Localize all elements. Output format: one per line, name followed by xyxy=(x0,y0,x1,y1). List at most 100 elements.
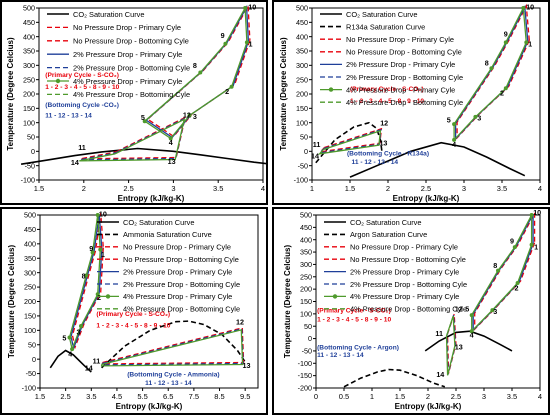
legend-label: CO₂ Saturation Curve xyxy=(123,218,194,227)
legend-label: 4% Pressure Drop - Primary Cyle xyxy=(350,292,459,301)
state-point-label: 3 xyxy=(477,113,481,122)
legend-label: No Pressure Drop - Primary Cyle xyxy=(123,243,231,252)
legend-label: 2% Pressure Drop - Primary Cyle xyxy=(350,267,459,276)
drop-4-primary-series-marker xyxy=(198,70,203,75)
x-axis-label: Entropy (kJ/kg-K) xyxy=(118,194,185,203)
state-point-label: 12 xyxy=(455,304,463,313)
y-tick-label: -100 xyxy=(298,359,312,368)
y-tick-label: 100 xyxy=(296,118,308,127)
y-tick-label: 250 xyxy=(300,272,312,281)
no-drop-bottoming-series xyxy=(80,116,187,160)
drop-4-primary-series-marker xyxy=(243,6,248,10)
x-tick-label: 2 xyxy=(82,184,86,193)
drop-4-primary-series-marker xyxy=(473,114,478,119)
legend-label: 4% Pressure Drop - Bottoming Cyle xyxy=(350,305,467,314)
x-tick-label: 3.5 xyxy=(497,184,507,193)
state-point-label: 8 xyxy=(82,271,86,280)
state-point-label: 3 xyxy=(193,112,197,121)
drop-4-primary-series-marker xyxy=(187,113,192,118)
y-tick-label: 150 xyxy=(24,312,36,321)
x-tick-label: 1 xyxy=(370,392,374,401)
drop-4-primary-series-marker xyxy=(84,273,89,278)
x-tick-label: 3 xyxy=(171,184,175,193)
legend-label: 4% Pressure Drop - Bottoming Cyle xyxy=(346,98,463,107)
drop-4-primary-series-marker xyxy=(95,292,100,297)
state-point-label: 13 xyxy=(168,157,176,166)
state-point-label: 10 xyxy=(533,209,541,217)
y-tick-label: 350 xyxy=(296,47,308,56)
legend-label: 4% Pressure Drop - Bottoming Cyle xyxy=(73,90,190,99)
x-tick-label: 7.5 xyxy=(189,392,199,401)
state-point-label: 13 xyxy=(379,139,387,148)
y-tick-label: 350 xyxy=(23,47,35,56)
state-point-label: 8 xyxy=(493,261,497,270)
drop-4-bottoming-series xyxy=(79,118,186,162)
legend-label: 2% Pressure Drop - Primary Cyle xyxy=(346,60,455,69)
drop-4-primary-series-marker xyxy=(521,6,526,10)
cycle-annotation: 1 - 2 - 3 - 4 - 5 - 8 - 9 - 10 xyxy=(96,322,170,329)
y-tick-label: 150 xyxy=(296,104,308,113)
y-tick-label: -100 xyxy=(294,176,308,185)
cycle-annotation: 11 - 12 - 13 - 14 xyxy=(352,159,399,166)
x-tick-label: 9.5 xyxy=(240,392,250,401)
drop-4-primary-series-marker xyxy=(503,86,508,91)
y-tick-label: -50 xyxy=(25,161,35,170)
x-tick-label: 3 xyxy=(462,184,466,193)
chart-panel-a: -100 -50 0 50 100 150 200 250 300 350 400 450 500 1.5… xyxy=(0,0,268,205)
x-tick-label: 5.5 xyxy=(137,392,147,401)
y-tick-label: -50 xyxy=(26,369,36,378)
state-point-label: 5 xyxy=(447,116,451,125)
y-tick-label: 250 xyxy=(23,75,35,84)
y-tick-label: -100 xyxy=(21,176,35,185)
cycle-annotation: (Primary Cycle - S-CO₂) xyxy=(45,72,119,79)
cycle-annotation: (Primary Cycle - S-CO₂) xyxy=(317,308,391,315)
state-point-label: 12 xyxy=(183,111,191,120)
x-axis-label: Entropy (kJ/kg-K) xyxy=(395,402,462,411)
plot-area xyxy=(311,7,541,181)
y-tick-label: 300 xyxy=(24,268,36,277)
state-point-label: 10 xyxy=(248,2,256,11)
drop-4-primary-series-marker xyxy=(67,335,72,340)
y-tick-label: 500 xyxy=(296,4,308,13)
chart-a-svg: -100 -50 0 50 100 150 200 250 300 350 400 450 500 1.5… xyxy=(6,2,266,203)
y-tick-label: 450 xyxy=(296,18,308,27)
state-point-label: 2 xyxy=(514,283,518,292)
state-point-label: 10 xyxy=(526,2,534,11)
secondary-saturation-curve xyxy=(101,320,246,369)
legend-label: No Pressure Drop - Primary Cyle xyxy=(73,23,181,32)
state-point-label: 13 xyxy=(455,343,463,352)
state-point-label: 11 xyxy=(93,356,101,365)
x-tick-label: 4.5 xyxy=(112,392,122,401)
legend-label: Argon Saturation Curve xyxy=(350,230,427,239)
drop-4-primary-series-marker xyxy=(529,242,534,247)
drop-4-primary-series-marker xyxy=(98,247,103,252)
y-tick-label: 300 xyxy=(300,260,312,269)
y-tick-label: 100 xyxy=(23,118,35,127)
state-point-label: 1 xyxy=(101,250,105,259)
y-tick-label: 50 xyxy=(27,133,35,142)
state-point-label: 12 xyxy=(380,119,388,128)
y-tick-label: 250 xyxy=(24,283,36,292)
y-tick-label: 250 xyxy=(296,75,308,84)
no-drop-primary-series xyxy=(146,3,251,138)
y-tick-label: -50 xyxy=(298,161,308,170)
cycle-annotation: 11 - 12 - 13 - 14 xyxy=(317,352,364,359)
legend-label: 2% Pressure Drop - Primary Cyle xyxy=(73,50,182,59)
y-tick-label: 0 xyxy=(31,147,35,156)
y-tick-label: 200 xyxy=(300,285,312,294)
chart-panel-b: -100 -50 0 50 100 150 200 250 300 350 400 450 500 1 1.… xyxy=(272,0,550,205)
x-tick-label: 4 xyxy=(538,392,542,401)
chart-panel-d: -200 -150 -100 -50 0 50 100 150 200 250 300 350 400 4… xyxy=(272,207,550,415)
drop-4-primary-series-marker xyxy=(524,40,529,45)
y-tick-label: 0 xyxy=(32,355,36,364)
drop-4-primary-series-marker xyxy=(142,119,147,124)
chart-d-svg: -200-150-100-500501001502002503003504004… xyxy=(283,209,542,411)
no-drop-primary-series xyxy=(474,212,536,331)
y-tick-label: 350 xyxy=(300,248,312,257)
y-tick-label: 150 xyxy=(300,297,312,306)
x-tick-label: 6.5 xyxy=(163,392,173,401)
x-tick-label: 1.5 xyxy=(35,392,45,401)
legend-label: 2% Pressure Drop - Primary Cyle xyxy=(123,267,232,276)
cycle-annotation: 1 - 2 - 3 - 4 - 5 - 8 - 9 - 10 xyxy=(45,84,119,91)
